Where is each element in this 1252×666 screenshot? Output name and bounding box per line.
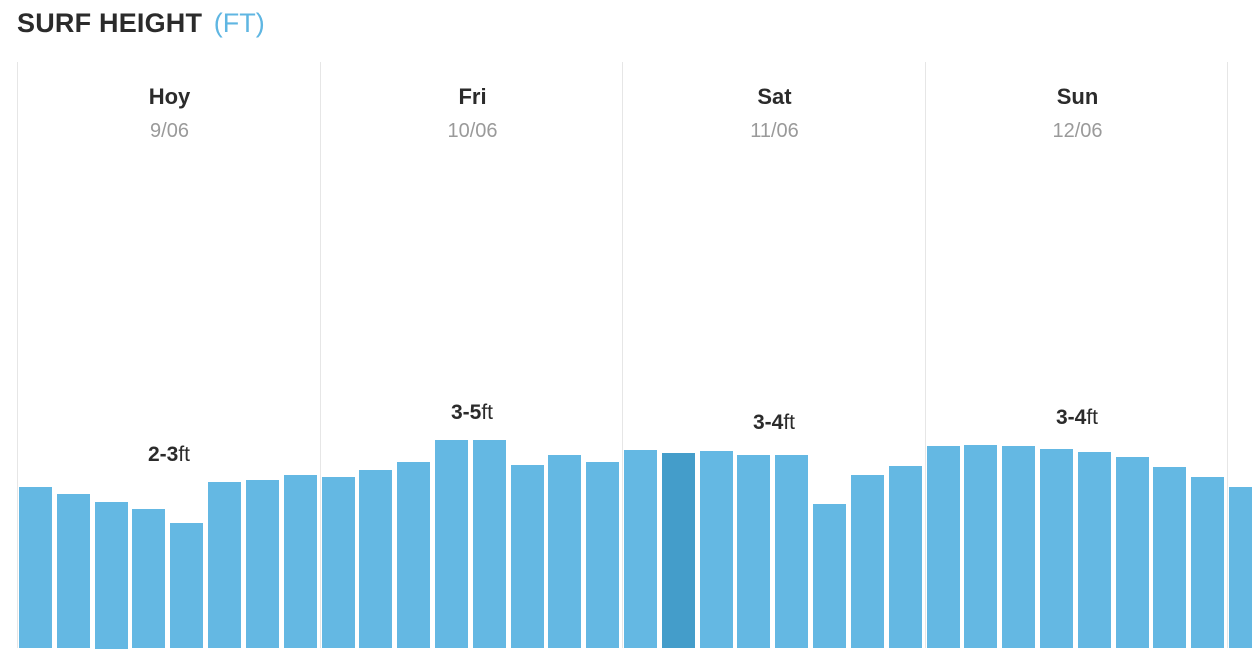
surf-range-value: 2-3: [147, 443, 179, 466]
surf-range-label: 3-4ft: [1017, 405, 1137, 431]
day-header: Sat 11/06: [623, 82, 926, 146]
surf-range-value: 3-4: [752, 411, 784, 434]
surf-bar[interactable]: [397, 462, 430, 648]
surf-bar[interactable]: [927, 446, 960, 648]
day-date: 10/06: [447, 120, 498, 142]
day-date: 12/06: [1052, 120, 1103, 142]
surf-range-label: 3-4ft: [714, 410, 834, 436]
day-header: Fri 10/06: [321, 82, 624, 146]
chart-title: SURF HEIGHT: [17, 8, 203, 38]
chart-unit: (FT): [213, 8, 265, 38]
surf-bar[interactable]: [624, 450, 657, 648]
surf-bar[interactable]: [19, 487, 52, 648]
surf-bar[interactable]: [548, 455, 581, 648]
surf-bar[interactable]: [851, 475, 884, 648]
surf-bar[interactable]: [1229, 487, 1252, 648]
day-name: Hoy: [148, 84, 191, 109]
surf-range-label: 2-3ft: [109, 442, 229, 468]
surf-bar[interactable]: [359, 470, 392, 648]
surf-bar[interactable]: [246, 480, 279, 648]
surf-bar[interactable]: [1040, 449, 1073, 648]
surf-bar[interactable]: [132, 509, 165, 648]
surf-range-unit: ft: [783, 411, 796, 434]
surf-bar[interactable]: [57, 494, 90, 648]
day-name: Sat: [757, 84, 792, 109]
surf-bar[interactable]: [737, 455, 770, 648]
day-divider: [622, 62, 623, 648]
bar-current-hour[interactable]: [662, 453, 695, 648]
day-divider: [320, 62, 321, 648]
surf-bar[interactable]: [170, 523, 203, 648]
day-date: 9/06: [150, 120, 189, 142]
day-divider: [1227, 62, 1228, 648]
surf-bar[interactable]: [284, 475, 317, 648]
day-divider: [17, 62, 18, 648]
day-name: Sun: [1056, 84, 1099, 109]
surf-bar[interactable]: [511, 465, 544, 648]
day-name: Fri: [458, 84, 487, 109]
surf-bar[interactable]: [964, 445, 997, 648]
surf-bar[interactable]: [322, 477, 355, 648]
surf-bar[interactable]: [1153, 467, 1186, 648]
day-divider: [925, 62, 926, 648]
day-date: 11/06: [750, 120, 799, 142]
surf-range-unit: ft: [481, 401, 494, 424]
surf-range-unit: ft: [178, 443, 191, 466]
surf-range-label: 3-5ft: [412, 400, 532, 426]
surf-bar[interactable]: [813, 504, 846, 648]
surf-bar[interactable]: [700, 451, 733, 648]
surf-bar[interactable]: [1116, 457, 1149, 648]
surf-bar[interactable]: [586, 462, 619, 648]
day-header: Hoy 9/06: [18, 82, 321, 146]
surf-range-value: 3-5: [450, 401, 482, 424]
surf-bar[interactable]: [473, 440, 506, 648]
surf-range-unit: ft: [1086, 406, 1099, 429]
surf-bar[interactable]: [1191, 477, 1224, 648]
surf-range-value: 3-4: [1055, 406, 1087, 429]
surf-bar[interactable]: [435, 440, 468, 648]
surf-bar[interactable]: [775, 455, 808, 648]
surf-bar[interactable]: [1002, 446, 1035, 648]
day-header: Sun 12/06: [926, 82, 1229, 146]
surf-bar[interactable]: [889, 466, 922, 648]
surf-bar[interactable]: [95, 502, 128, 649]
surf-bar[interactable]: [208, 482, 241, 648]
chart-header: SURF HEIGHT (FT): [17, 6, 265, 40]
surf-bar[interactable]: [1078, 452, 1111, 648]
